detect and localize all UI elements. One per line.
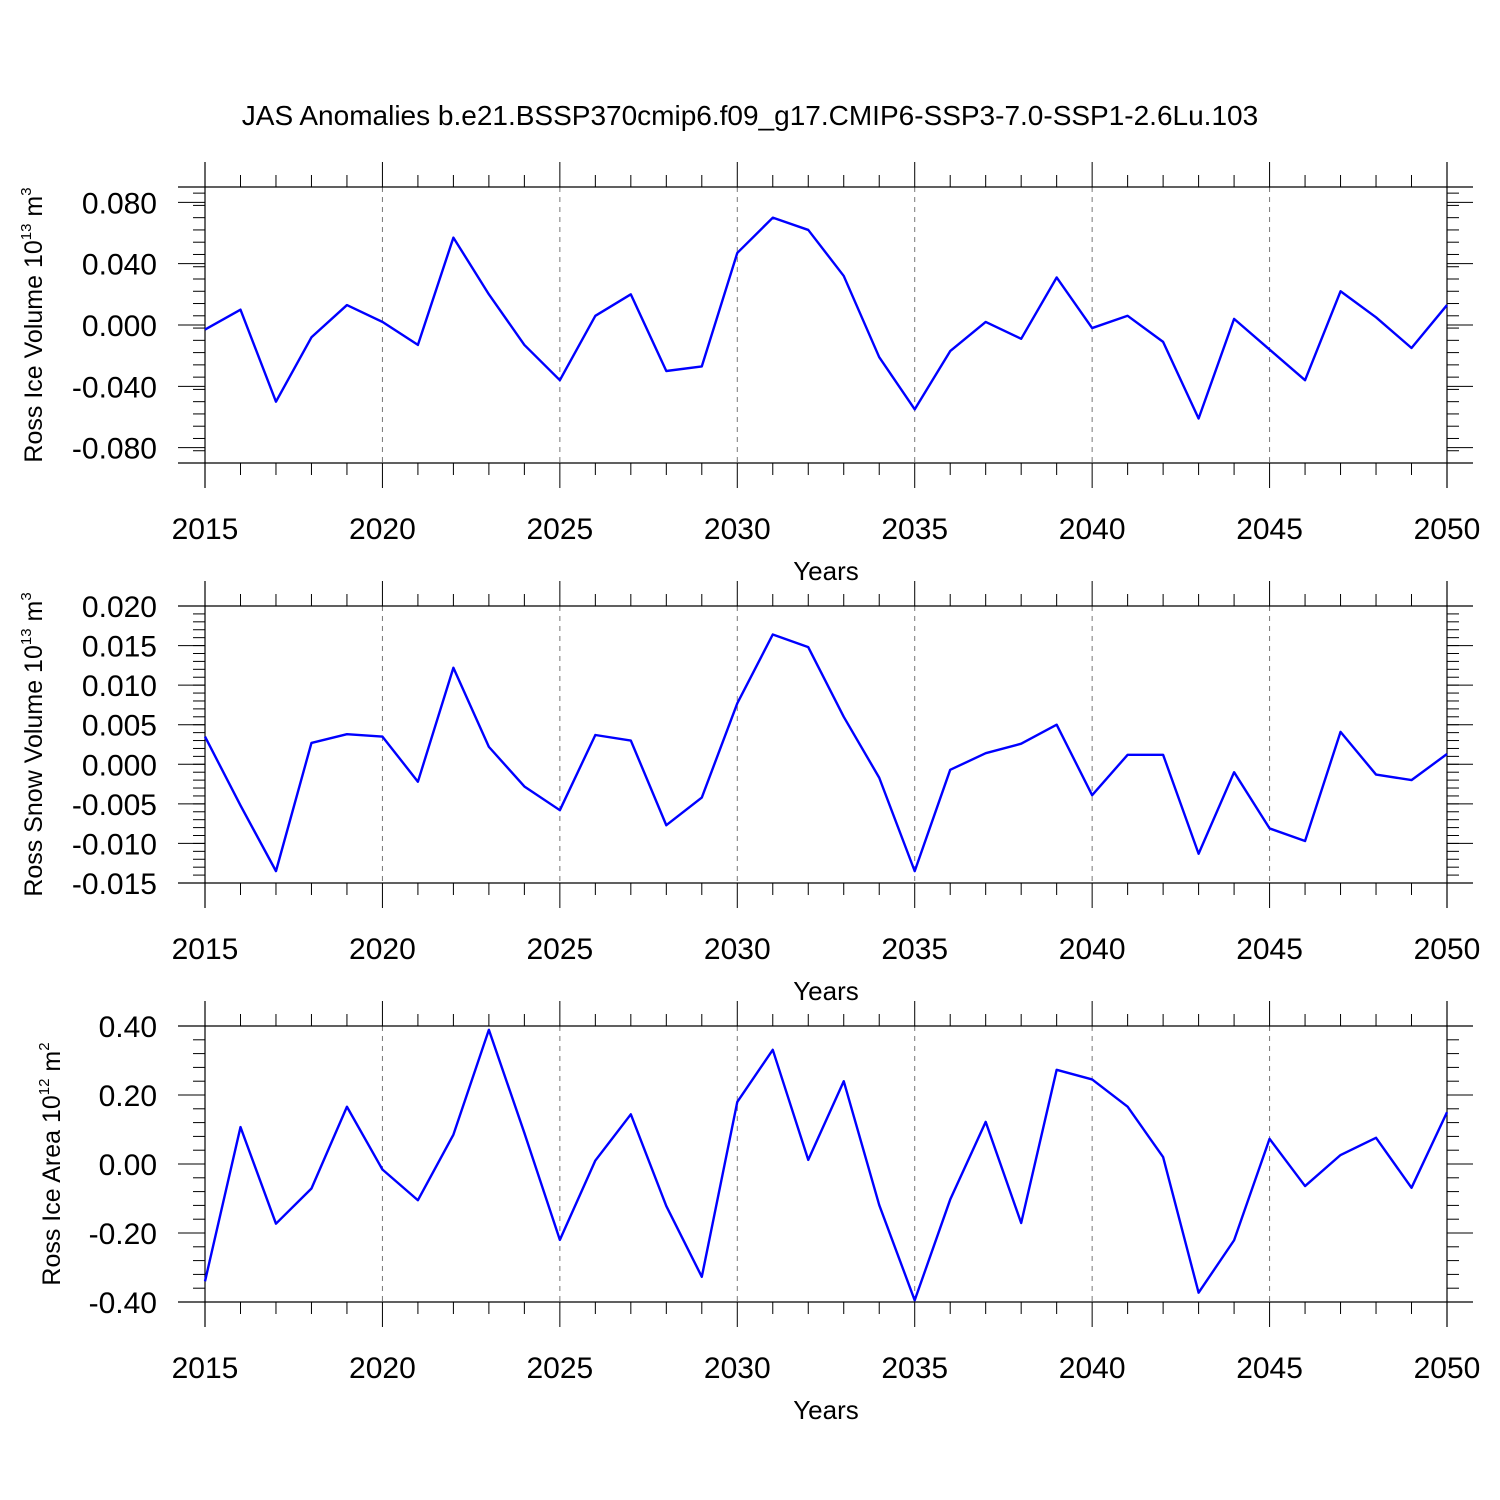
x-tick-label: 2050 [1414,1352,1481,1385]
x-tick-label: 2015 [172,933,239,966]
y-tick-label: 0.000 [82,310,157,343]
chart-panel-3: -0.40 -0.20 0.00 0.20 0.40 2015 2020 2025 2030 20… [36,1001,1480,1425]
chart-panels: -0.080 -0.040 0.000 0.040 0.080 2015 2020 2025 2… [18,162,1480,1425]
y-tick-label: 0.015 [82,631,157,664]
y-axis-label-text: Ross Ice Area 10 [38,1095,66,1285]
y-tick-label: 0.000 [82,749,157,782]
y-axis-label-unit: m [20,196,48,224]
y-tick-label: -0.40 [89,1287,157,1320]
x-tick-label: 2035 [881,1352,948,1385]
x-tick-label: 2030 [704,513,771,546]
x-tick-label: 2045 [1236,1352,1303,1385]
x-tick-label: 2035 [881,513,948,546]
x-tick-label: 2050 [1414,513,1481,546]
x-tick-label: 2045 [1236,513,1303,546]
x-tick-label: 2015 [172,513,239,546]
y-axis-label: Ross Ice Area 1012 m2 [36,1042,66,1285]
chart-panel-1: -0.080 -0.040 0.000 0.040 0.080 2015 2020 2025 2… [18,162,1480,586]
y-axis-label-unit: m [38,1051,66,1079]
x-tick-label: 2035 [881,933,948,966]
y-axis-label-exponent: 13 [18,628,35,645]
x-axis-label: Years [793,976,859,1006]
figure-title: JAS Anomalies b.e21.BSSP370cmip6.f09_g17… [242,100,1258,131]
y-tick-label: 0.080 [82,187,157,220]
x-tick-label: 2030 [704,933,771,966]
y-axis-label-unit-exponent: 3 [18,592,35,600]
y-tick-label: -0.20 [89,1218,157,1251]
x-tick-label: 2045 [1236,933,1303,966]
y-tick-label: -0.005 [72,789,157,822]
y-tick-label: 0.00 [99,1149,157,1182]
x-tick-label: 2020 [349,513,416,546]
series-line [203,1028,1449,1302]
y-tick-label: 0.040 [82,249,157,282]
y-tick-label: -0.010 [72,828,157,861]
y-axis-label: Ross Snow Volume 1013 m3 [18,592,48,896]
y-axis-label-text: Ross Snow Volume 10 [20,645,48,897]
x-axis-label: Years [793,1395,859,1425]
x-tick-label: 2040 [1059,513,1126,546]
x-tick-label: 2025 [526,933,593,966]
y-tick-label: 0.005 [82,710,157,743]
x-tick-label: 2020 [349,1352,416,1385]
x-tick-label: 2020 [349,933,416,966]
y-tick-label: -0.015 [72,868,157,901]
x-tick-label: 2040 [1059,933,1126,966]
x-tick-label: 2025 [526,1352,593,1385]
series-line [203,633,1448,873]
y-axis-label-exponent: 13 [18,224,35,241]
y-tick-label: -0.080 [72,433,157,466]
y-tick-label: 0.020 [82,591,157,624]
y-axis-label-unit-exponent: 3 [18,187,35,195]
series-line [204,216,1448,420]
x-tick-label: 2015 [172,1352,239,1385]
x-tick-label: 2025 [526,513,593,546]
x-tick-label: 2050 [1414,933,1481,966]
x-tick-label: 2030 [704,1352,771,1385]
x-axis-label: Years [793,556,859,586]
y-axis-label-unit: m [20,601,48,629]
y-tick-label: 0.40 [99,1011,157,1044]
y-axis-label-text: Ross Ice Volume 10 [20,240,48,462]
x-tick-label: 2040 [1059,1352,1126,1385]
y-tick-label: 0.010 [82,670,157,703]
y-axis-label-unit-exponent: 2 [36,1042,53,1050]
y-axis-label-exponent: 12 [36,1079,53,1096]
y-axis-label: Ross Ice Volume 1013 m3 [18,187,48,462]
y-tick-label: -0.040 [72,371,157,404]
chart-panel-2: -0.015 -0.010 -0.005 0.000 0.005 0.010 0.015 0.… [18,581,1480,1006]
y-tick-label: 0.20 [99,1080,157,1113]
